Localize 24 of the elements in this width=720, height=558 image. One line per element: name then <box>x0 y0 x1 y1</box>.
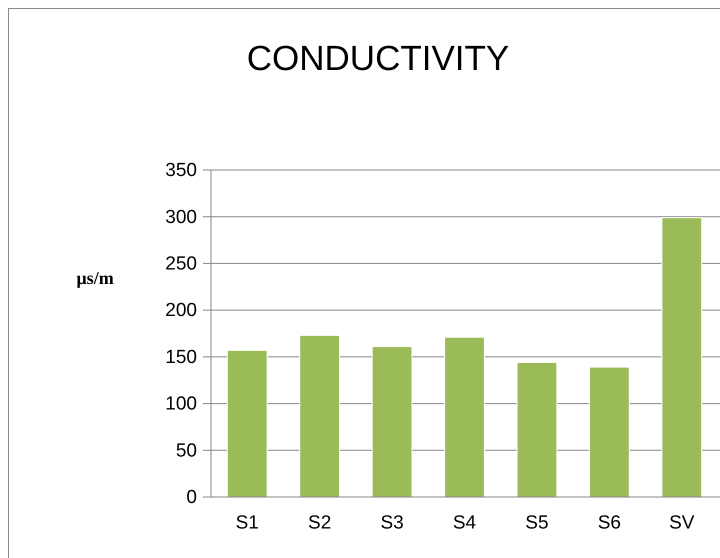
y-tick-label: 250 <box>165 254 197 275</box>
bar <box>588 366 630 498</box>
x-tick-label: S5 <box>525 512 549 534</box>
x-tick-label: S1 <box>236 512 259 534</box>
bar <box>444 336 485 498</box>
x-tick-label: S6 <box>598 512 621 534</box>
bar <box>661 217 702 498</box>
y-tick-label: 100 <box>165 394 197 415</box>
bar <box>226 350 268 498</box>
y-tick-label: 300 <box>165 206 197 228</box>
y-tick-label: 200 <box>165 300 197 322</box>
bar <box>299 334 340 498</box>
x-tick-label: S4 <box>452 512 477 534</box>
x-tick-label: SV <box>669 512 695 534</box>
y-axis-title: µs/m <box>76 268 114 288</box>
bar <box>516 362 558 498</box>
y-tick-label: 150 <box>165 346 197 368</box>
bar <box>372 346 412 498</box>
x-tick-label: S2 <box>308 512 332 534</box>
x-tick-label: S3 <box>380 512 404 534</box>
chart-title: CONDUCTIVITY <box>246 39 510 78</box>
y-tick-label: 50 <box>176 440 197 462</box>
y-tick-label: 350 <box>165 160 197 182</box>
y-tick-label: 0 <box>186 487 197 508</box>
